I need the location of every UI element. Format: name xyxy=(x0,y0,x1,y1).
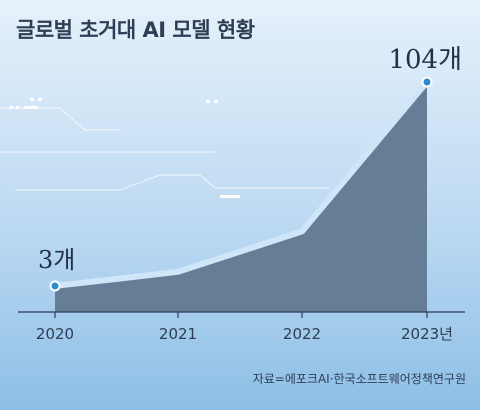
x-tick-label: 2023년 xyxy=(401,325,453,343)
data-label-2020: 3개 xyxy=(38,246,75,274)
source-note: 자료=에포크AI·한국소프트웨어정책연구원 xyxy=(252,372,466,386)
area-fill xyxy=(55,82,427,312)
x-tick-label: 2021 xyxy=(159,325,197,343)
area-series xyxy=(54,80,430,312)
data-point-marker xyxy=(421,76,433,88)
chart-title: 글로벌 초거대 AI 모델 현황 xyxy=(16,18,255,42)
data-label-2023: 104개 xyxy=(388,45,462,75)
circuit-decoration xyxy=(0,98,421,291)
data-labels: 3개 104개 xyxy=(38,45,462,292)
x-axis-ticks: 2020 2021 2022 2023년 xyxy=(36,312,453,343)
x-tick-label: 2020 xyxy=(36,325,74,343)
data-point-marker xyxy=(49,280,61,292)
x-tick-label: 2022 xyxy=(283,325,321,343)
series-line xyxy=(54,80,430,289)
